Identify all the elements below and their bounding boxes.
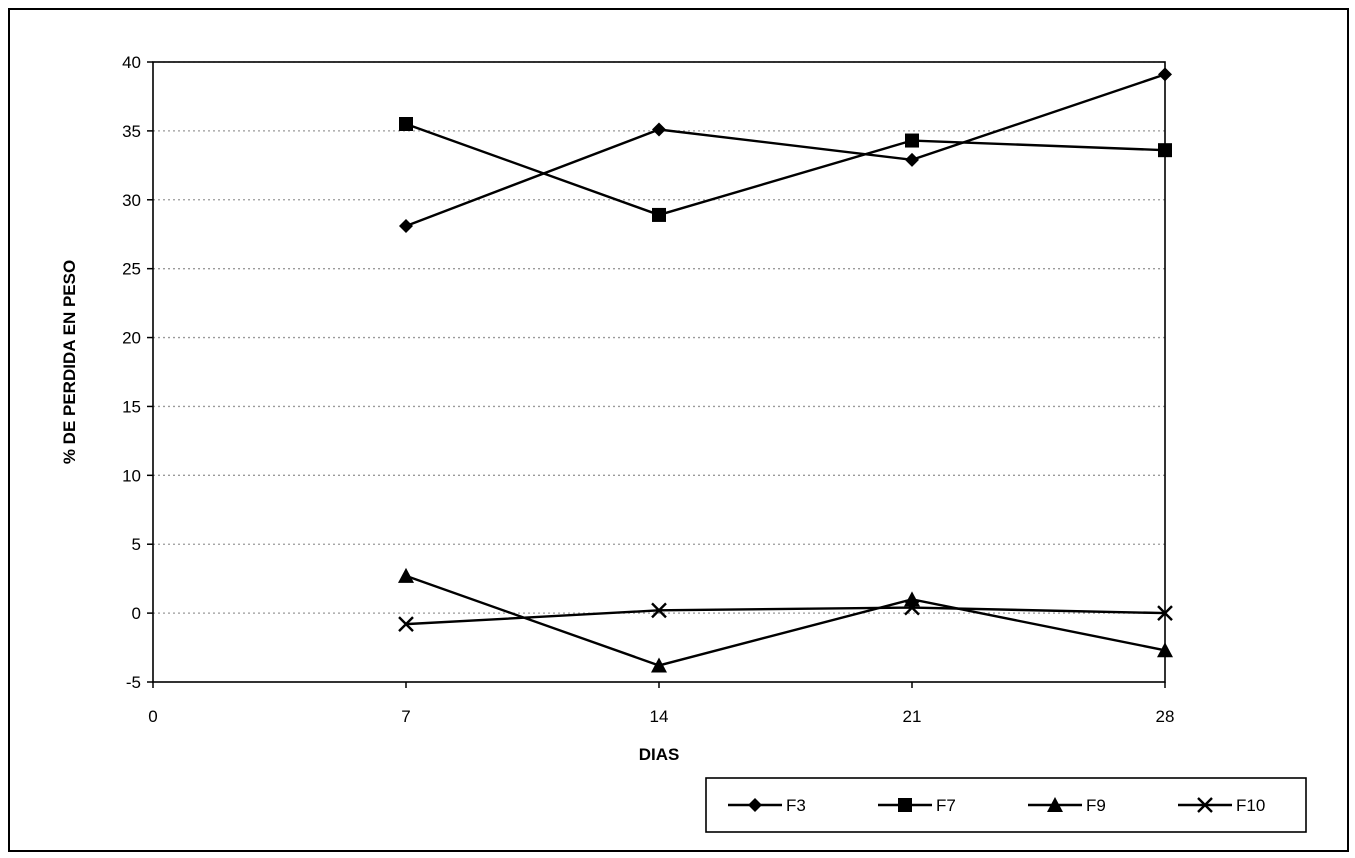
y-tick-label: -5 bbox=[126, 673, 141, 692]
y-tick-label: 35 bbox=[122, 122, 141, 141]
y-tick-label: 10 bbox=[122, 466, 141, 485]
y-tick-label: 15 bbox=[122, 397, 141, 416]
series-line-f9 bbox=[405, 574, 1166, 667]
legend-marker bbox=[898, 798, 912, 812]
data-point-f10 bbox=[904, 599, 920, 616]
legend-label: F7 bbox=[936, 796, 956, 815]
data-point-f9 bbox=[398, 567, 414, 583]
y-tick-label: 0 bbox=[132, 604, 141, 623]
series-f7 bbox=[399, 117, 1172, 222]
series-f9 bbox=[398, 567, 1173, 673]
plot-area-border bbox=[152, 61, 1166, 683]
legend-marker bbox=[1047, 797, 1063, 812]
legend-entry-f9: F9 bbox=[1028, 796, 1106, 815]
data-point-f3 bbox=[905, 152, 919, 167]
legend-entry-f10: F10 bbox=[1178, 796, 1265, 815]
series-line-f7 bbox=[405, 122, 1166, 217]
data-point-f9 bbox=[1157, 642, 1173, 658]
data-point-f3 bbox=[652, 122, 666, 137]
x-tick-label: 0 bbox=[148, 707, 157, 726]
series-line-f3 bbox=[405, 73, 1166, 228]
legend-marker bbox=[748, 798, 762, 812]
legend-entry-f3: F3 bbox=[728, 796, 806, 815]
y-axis-title: % DE PERDIDA EN PESO bbox=[60, 260, 79, 464]
series-f10 bbox=[398, 599, 1173, 632]
data-point-f7 bbox=[1158, 143, 1172, 158]
data-point-f3 bbox=[1158, 67, 1172, 82]
series-line-f10 bbox=[405, 606, 1166, 626]
y-tick-label: 25 bbox=[122, 260, 141, 279]
y-tick-label: 40 bbox=[122, 53, 141, 72]
y-tick-label: 20 bbox=[122, 329, 141, 348]
x-tick-label: 14 bbox=[650, 707, 669, 726]
data-point-f10 bbox=[398, 616, 414, 632]
data-point-f7 bbox=[652, 207, 666, 222]
series-lines bbox=[398, 67, 1173, 673]
series-f3 bbox=[399, 67, 1172, 233]
legend-label: F3 bbox=[786, 796, 806, 815]
data-point-f7 bbox=[905, 133, 919, 148]
y-tick-label: 30 bbox=[122, 191, 141, 210]
axes bbox=[147, 61, 1166, 688]
legend: F3 F7 F9 F10 bbox=[705, 777, 1307, 833]
legend-entry-f7: F7 bbox=[878, 796, 956, 815]
x-tick-label: 7 bbox=[401, 707, 410, 726]
legend-label: F9 bbox=[1086, 796, 1106, 815]
data-point-f9 bbox=[651, 657, 667, 673]
x-axis-title: DIAS bbox=[639, 745, 680, 764]
data-point-f9 bbox=[904, 591, 920, 607]
chart-frame: 40 35 30 25 20 15 10 5 0 -5 0 7 14 21 28 DIAS % DE PE… bbox=[8, 8, 1349, 852]
data-point-f10 bbox=[651, 602, 667, 619]
x-tick-label: 21 bbox=[903, 707, 922, 726]
legend-label: F10 bbox=[1236, 796, 1265, 815]
legend-marker bbox=[1197, 797, 1213, 813]
data-point-f10 bbox=[1157, 605, 1173, 621]
x-tick-labels: 0 7 14 21 28 bbox=[148, 707, 1174, 726]
data-point-f3 bbox=[399, 218, 413, 233]
y-tick-labels: 40 35 30 25 20 15 10 5 0 -5 bbox=[122, 53, 141, 692]
chart: 40 35 30 25 20 15 10 5 0 -5 0 7 14 21 28 DIAS % DE PE… bbox=[60, 53, 1307, 833]
x-tick-label: 28 bbox=[1156, 707, 1175, 726]
y-tick-label: 5 bbox=[132, 535, 141, 554]
data-point-f7 bbox=[399, 117, 413, 131]
